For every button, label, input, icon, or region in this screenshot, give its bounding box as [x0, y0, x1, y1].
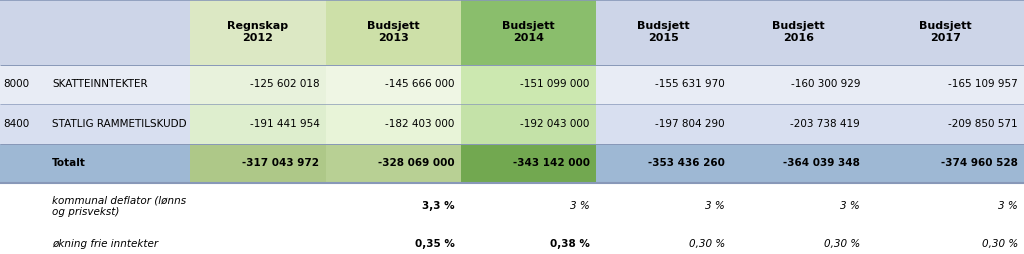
Text: Budsjett
2014: Budsjett 2014	[502, 21, 555, 43]
Text: Budsjett
2017: Budsjett 2017	[919, 21, 972, 43]
Bar	[0, 144, 190, 183]
Bar	[0, 183, 1024, 230]
Bar	[461, 0, 596, 65]
Text: -160 300 929: -160 300 929	[791, 80, 860, 89]
Text: -317 043 972: -317 043 972	[243, 158, 319, 168]
Text: 3 %: 3 %	[841, 201, 860, 211]
Bar	[326, 65, 461, 104]
Text: -192 043 000: -192 043 000	[520, 119, 590, 129]
Bar	[461, 65, 596, 104]
Text: -155 631 970: -155 631 970	[655, 80, 725, 89]
Text: 3 %: 3 %	[706, 201, 725, 211]
Text: STATLIG RAMMETILSKUDD: STATLIG RAMMETILSKUDD	[52, 119, 186, 129]
Text: -182 403 000: -182 403 000	[385, 119, 455, 129]
Text: -343 142 000: -343 142 000	[513, 158, 590, 168]
Text: kommunal deflator (lønns
og prisvekst): kommunal deflator (lønns og prisvekst)	[52, 196, 186, 217]
Text: Budsjett
2016: Budsjett 2016	[772, 21, 825, 43]
Text: -151 099 000: -151 099 000	[520, 80, 590, 89]
Text: -197 804 290: -197 804 290	[655, 119, 725, 129]
Text: 3,3 %: 3,3 %	[422, 201, 455, 211]
Text: Budsjett
2013: Budsjett 2013	[367, 21, 420, 43]
Text: -328 069 000: -328 069 000	[378, 158, 455, 168]
Text: SKATTEINNTEKTER: SKATTEINNTEKTER	[52, 80, 147, 89]
Bar	[596, 104, 1024, 144]
Text: økning frie inntekter: økning frie inntekter	[52, 240, 159, 249]
Text: 3 %: 3 %	[998, 201, 1018, 211]
Bar	[190, 144, 326, 183]
Text: -353 436 260: -353 436 260	[648, 158, 725, 168]
Text: 0,30 %: 0,30 %	[982, 240, 1018, 249]
Text: 0,30 %: 0,30 %	[824, 240, 860, 249]
Bar	[596, 144, 1024, 183]
Bar	[0, 104, 190, 144]
Bar	[190, 65, 326, 104]
Bar	[190, 104, 326, 144]
Text: Totalt: Totalt	[52, 158, 86, 168]
Text: -203 738 419: -203 738 419	[791, 119, 860, 129]
Bar	[326, 0, 461, 65]
Text: 8400: 8400	[3, 119, 30, 129]
Text: 0,38 %: 0,38 %	[550, 240, 590, 249]
Bar	[596, 65, 1024, 104]
Bar	[190, 0, 326, 65]
Text: 3 %: 3 %	[570, 201, 590, 211]
Text: Budsjett
2015: Budsjett 2015	[637, 21, 690, 43]
Bar	[461, 104, 596, 144]
Bar	[0, 0, 190, 65]
Text: 0,35 %: 0,35 %	[415, 240, 455, 249]
Bar	[0, 65, 190, 104]
Text: Regnskap
2012: Regnskap 2012	[227, 21, 289, 43]
Text: -125 602 018: -125 602 018	[250, 80, 319, 89]
Bar	[326, 144, 461, 183]
Text: -209 850 571: -209 850 571	[948, 119, 1018, 129]
Text: -165 109 957: -165 109 957	[948, 80, 1018, 89]
Bar	[461, 144, 596, 183]
Text: -191 441 954: -191 441 954	[250, 119, 319, 129]
Bar	[326, 104, 461, 144]
Bar	[0, 230, 1024, 254]
Text: -364 039 348: -364 039 348	[783, 158, 860, 168]
Text: -145 666 000: -145 666 000	[385, 80, 455, 89]
Text: 8000: 8000	[3, 80, 30, 89]
Bar	[596, 0, 1024, 65]
Text: -374 960 528: -374 960 528	[941, 158, 1018, 168]
Text: 0,30 %: 0,30 %	[689, 240, 725, 249]
